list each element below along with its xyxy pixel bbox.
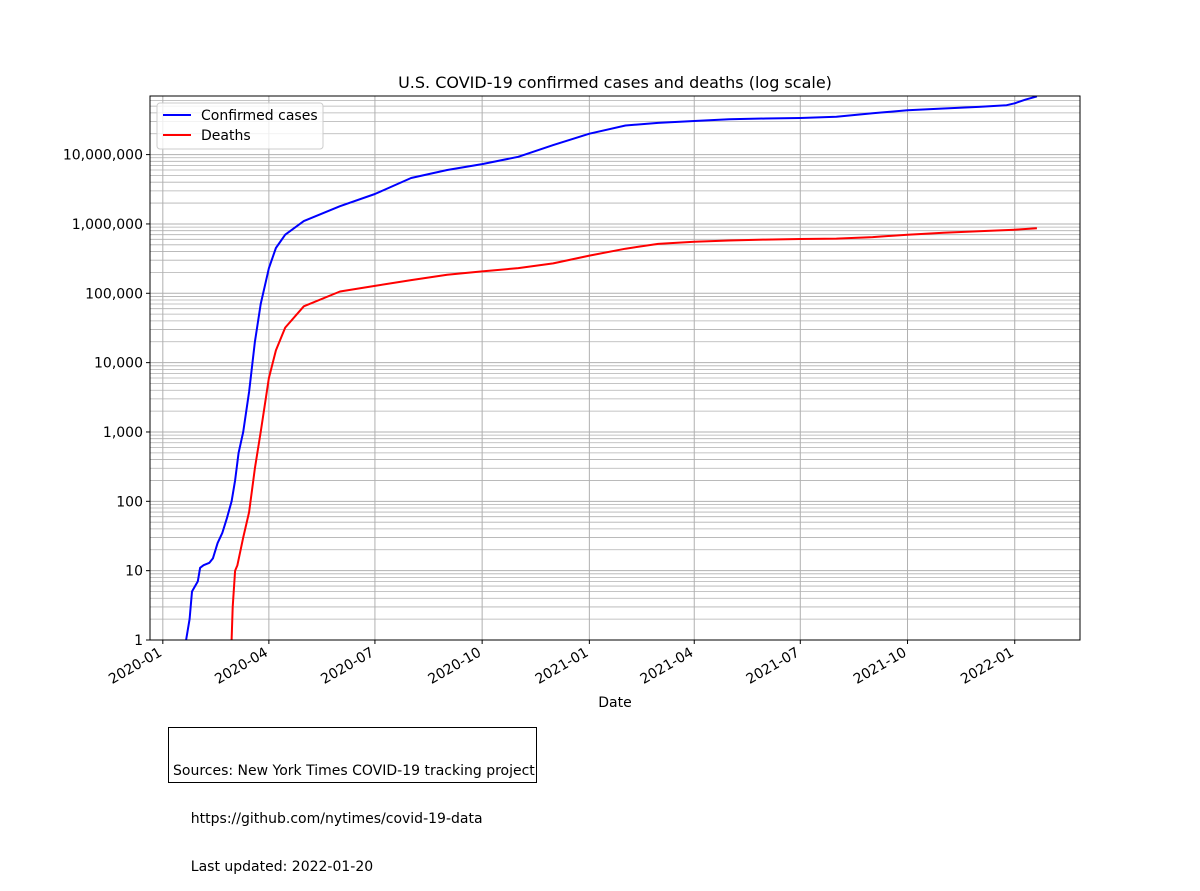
legend: Confirmed cases Deaths	[156, 102, 324, 150]
y-tick-label: 10,000,000	[63, 148, 143, 164]
y-tick-label: 10	[125, 564, 143, 580]
sources-line: Sources: New York Times COVID-19 trackin…	[173, 763, 535, 779]
sources-box: Sources: New York Times COVID-19 trackin…	[168, 727, 537, 875]
y-tick-label: 1	[134, 633, 143, 649]
grid-lines	[150, 96, 1080, 640]
series-line-confirmed-cases	[185, 96, 1038, 640]
y-tick-label: 1,000	[103, 425, 143, 441]
plot-frame	[149, 95, 1081, 641]
series-line-deaths	[230, 227, 1037, 640]
series-lines	[185, 96, 1038, 640]
y-tick-label: 100	[116, 494, 143, 510]
sources-url: https://github.com/nytimes/covid-19-data	[173, 811, 483, 827]
legend-label-confirmed-cases: Confirmed cases	[201, 108, 318, 124]
legend-label-deaths: Deaths	[201, 128, 251, 144]
sources-last-updated: Last updated: 2022-01-20	[173, 859, 374, 875]
x-axis-label: Date	[598, 695, 631, 711]
chart-title: U.S. COVID-19 confirmed cases and deaths…	[398, 73, 832, 92]
y-tick-label: 100,000	[85, 286, 143, 302]
y-tick-label: 1,000,000	[72, 217, 143, 233]
y-tick-label: 10,000	[94, 356, 143, 372]
legend-box	[156, 102, 324, 150]
chart-figure: 1 10 100 1,000 10,000 100,000 1,000,000 10,000,…	[62, 73, 1081, 711]
